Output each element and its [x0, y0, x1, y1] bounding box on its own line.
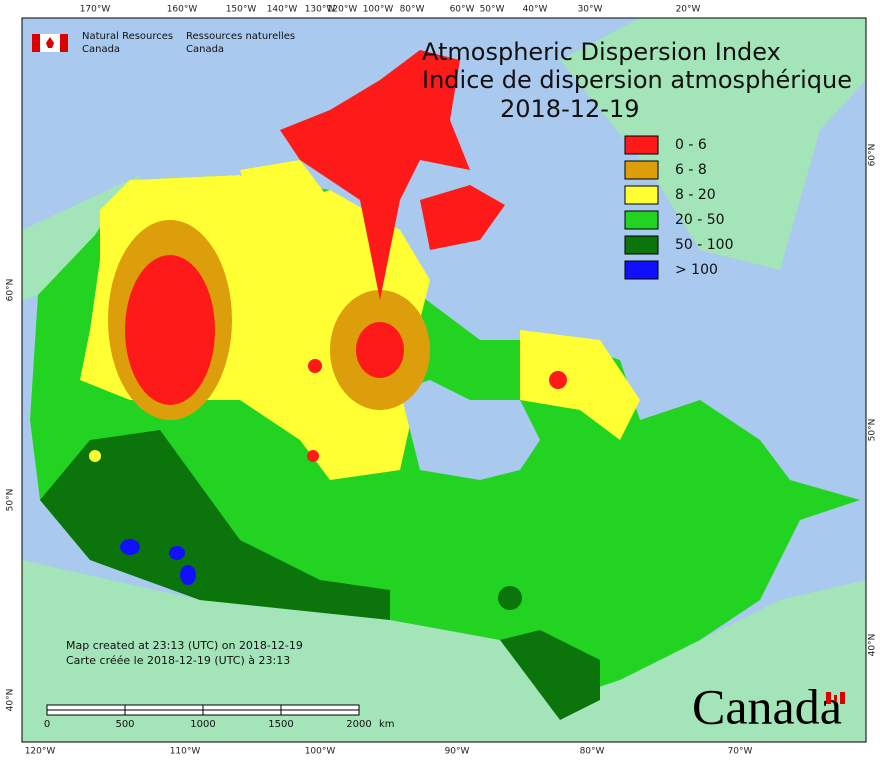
scale-segment — [46, 709, 126, 716]
graticule-label: 120°W — [327, 5, 358, 15]
title: Indice de dispersion atmosphérique — [422, 66, 852, 94]
graticule-label: 90°W — [445, 747, 470, 757]
graticule-label: 140°W — [267, 5, 298, 15]
zone-8-20-east — [520, 330, 640, 440]
nrcan-logo — [32, 34, 68, 52]
zone-over-100 — [180, 565, 196, 585]
zone-50-100 — [500, 630, 600, 720]
zone-8-20 — [89, 450, 101, 462]
zone-0-6 — [549, 371, 567, 389]
graticule-label: 20°W — [676, 5, 701, 15]
graticule-label: 80°W — [580, 747, 605, 757]
graticule-label: 60°W — [450, 5, 475, 15]
graticule-label: 100°W — [305, 747, 336, 757]
graticule-label: 80°W — [400, 5, 425, 15]
graticule-label: 70°W — [728, 747, 753, 757]
scale-segment — [124, 709, 204, 716]
graticule-label: 150°W — [226, 5, 257, 15]
graticule-label: 110°W — [170, 747, 201, 757]
zone-over-100 — [120, 539, 140, 555]
zone-50-100 — [40, 430, 390, 620]
agency-en: Canada — [82, 44, 120, 55]
canada-wordmark: Canada — [692, 678, 842, 734]
flag-bar — [826, 692, 831, 704]
arctic-0-6 — [280, 50, 470, 300]
zone-0-6 — [307, 450, 319, 462]
scale-segment — [202, 709, 282, 716]
legend-swatch — [624, 160, 659, 180]
title: Atmospheric Dispersion Index — [422, 38, 781, 66]
graticule-label: 60°N — [6, 279, 16, 302]
zone-over-100 — [169, 546, 185, 560]
legend-label: 20 - 50 — [675, 212, 725, 228]
flag-bar — [840, 692, 845, 704]
scale-label: 1500 — [268, 719, 293, 730]
graticule-label: 40°W — [523, 5, 548, 15]
map-body — [22, 18, 866, 742]
legend-label: > 100 — [675, 262, 718, 278]
agency-fr: Ressources naturelles — [186, 31, 295, 42]
graticule-label: 60°N — [868, 144, 878, 167]
graticule-label: 120°W — [25, 747, 56, 757]
legend-label: 6 - 8 — [675, 162, 707, 178]
zone-0-6 — [356, 322, 404, 378]
graticule-label: 50°N — [6, 489, 16, 512]
zone-0-6 — [308, 359, 322, 373]
frame — [21, 17, 867, 743]
hudson-bay — [400, 380, 540, 480]
legend-swatch — [624, 260, 659, 280]
legend-swatch — [624, 185, 659, 205]
flag-leaf — [46, 37, 54, 48]
flag-leaf — [834, 695, 837, 701]
graticule-label: 40°N — [6, 689, 16, 712]
scale-unit: km — [379, 719, 395, 730]
agency-en: Natural Resources — [82, 31, 173, 42]
zone-0-6 — [125, 255, 215, 405]
flag-bar — [60, 34, 68, 52]
legend-label: 50 - 100 — [675, 237, 734, 253]
zone-50-100 — [498, 586, 522, 610]
graticule-label: 30°W — [578, 5, 603, 15]
zone-8-20-arctic — [240, 160, 420, 300]
scale-segment — [280, 709, 360, 716]
flag-bar — [32, 34, 40, 52]
legend-swatch — [624, 135, 659, 155]
scale-segment — [280, 704, 360, 711]
note: Carte créée le 2018-12-19 (UTC) à 23:13 — [66, 654, 290, 667]
scale-label: 1000 — [190, 719, 215, 730]
scale-label: 0 — [44, 719, 50, 730]
graticule-label: 170°W — [80, 5, 111, 15]
wordmark-flag — [826, 692, 845, 704]
graticule-label: 40°N — [868, 634, 878, 657]
graticule-label: 50°W — [480, 5, 505, 15]
scale-segment — [202, 704, 282, 711]
agency-fr: Canada — [186, 44, 224, 55]
greenland — [560, 18, 866, 270]
graticule-label: 160°W — [167, 5, 198, 15]
usa — [22, 560, 866, 742]
scale-segment — [46, 704, 126, 711]
scale-segment — [124, 704, 204, 711]
arctic-0-6 — [420, 185, 505, 250]
graticule-label: 100°W — [363, 5, 394, 15]
legend-label: 0 - 6 — [675, 137, 707, 153]
note: Map created at 23:13 (UTC) on 2018-12-19 — [66, 639, 303, 652]
graticule-label: 130°W — [305, 5, 336, 15]
map-date: 2018-12-19 — [500, 95, 639, 123]
legend-swatch — [624, 235, 659, 255]
legend-label: 8 - 20 — [675, 187, 716, 203]
legend-swatch — [624, 210, 659, 230]
scale-label: 2000 — [346, 719, 371, 730]
scale-label: 500 — [115, 719, 134, 730]
graticule-label: 50°N — [868, 419, 878, 442]
